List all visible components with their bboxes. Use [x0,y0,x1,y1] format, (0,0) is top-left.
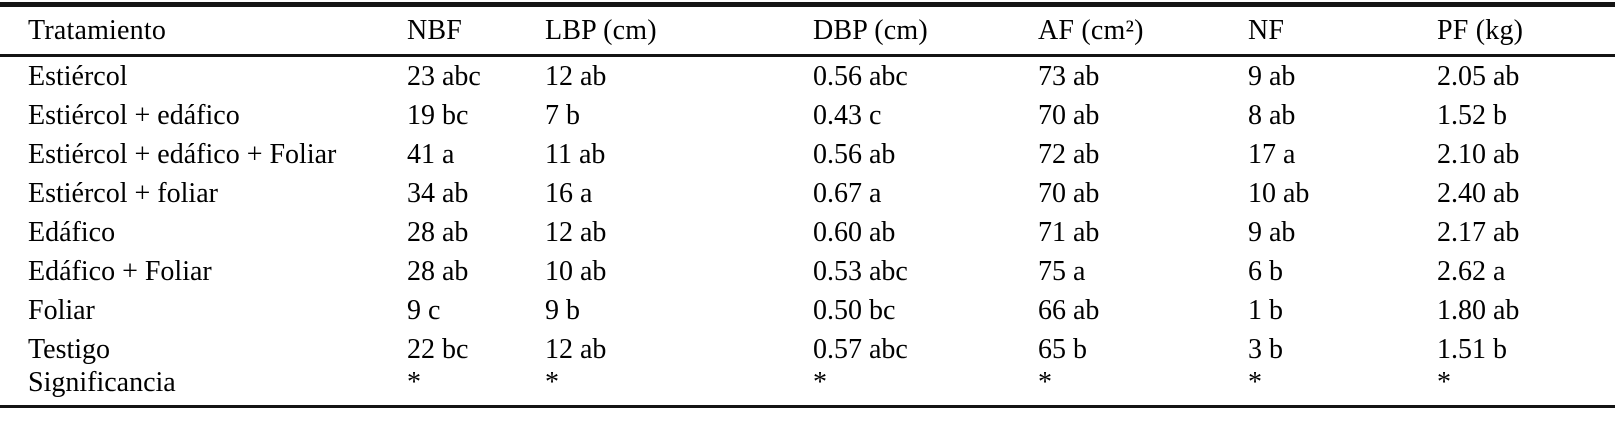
significance-asterisk: * [813,369,827,398]
treatments-results-table: Tratamiento NBF LBP (cm) DBP (cm) AF (cm… [0,2,1615,408]
table-cell: 2.17 ab [1437,216,1520,248]
column-header-lbp: LBP (cm) [545,4,813,57]
treatment-label: Significancia [28,369,176,398]
table-cell: 0.56 abc [813,60,908,92]
column-header-nf: NF [1248,4,1437,57]
significance-asterisk: * [545,369,559,398]
table-cell: 28 ab [407,216,469,248]
table-cell: 0.60 ab [813,216,896,248]
table-cell: 9 ab [1248,216,1296,248]
table-cell: 0.43 c [813,99,882,131]
table-cell: 65 b [1038,333,1087,365]
table-cell: 16 a [545,177,593,209]
treatment-label: Estiércol [28,60,128,92]
table-row-estiercol-edafico-foliar: Estiércol + edáfico + Foliar 41 a 11 ab … [0,135,1615,174]
table-cell: 70 ab [1038,177,1100,209]
column-header-dbp: DBP (cm) [813,4,1038,57]
table-cell: 9 ab [1248,60,1296,92]
treatment-label: Edáfico + Foliar [28,255,212,287]
treatment-label: Estiércol + foliar [28,177,218,209]
table-cell: 1.51 b [1437,333,1507,365]
table-cell: 3 b [1248,333,1283,365]
table-cell: 72 ab [1038,138,1100,170]
table-cell: 12 ab [545,333,607,365]
treatment-label: Estiércol + edáfico [28,99,240,131]
table-cell: 17 a [1248,138,1296,170]
treatment-label: Testigo [28,333,111,365]
table-cell: 19 bc [407,99,469,131]
significance-asterisk: * [1038,369,1052,398]
table-cell: 34 ab [407,177,469,209]
table-cell: 12 ab [545,216,607,248]
table-cell: 0.53 abc [813,255,908,287]
table-cell: 41 a [407,138,455,170]
table-cell: 0.67 a [813,177,882,209]
table-cell: 10 ab [545,255,607,287]
table-cell: 0.56 ab [813,138,896,170]
column-header-tratamiento: Tratamiento [0,4,407,57]
table-row-estiercol-edafico: Estiércol + edáfico 19 bc 7 b 0.43 c 70 … [0,96,1615,135]
column-header-nbf: NBF [407,4,545,57]
table-cell: 0.57 abc [813,333,908,365]
table-cell: 2.62 a [1437,255,1506,287]
table-cell: 12 ab [545,60,607,92]
table-cell: 11 ab [545,138,606,170]
table-row-testigo: Testigo 22 bc 12 ab 0.57 abc 65 b 3 b 1.… [0,330,1615,369]
table-cell: 2.40 ab [1437,177,1520,209]
table-cell: 2.05 ab [1437,60,1520,92]
table-cell: 0.50 bc [813,294,896,326]
table-cell: 6 b [1248,255,1283,287]
table-cell: 75 a [1038,255,1086,287]
table-cell: 70 ab [1038,99,1100,131]
table-cell: 8 ab [1248,99,1296,131]
column-header-pf: PF (kg) [1437,4,1615,57]
table-row-significancia: Significancia * * * * * * [0,369,1615,407]
table-cell: 66 ab [1038,294,1100,326]
significance-asterisk: * [407,369,421,398]
header-row: Tratamiento NBF LBP (cm) DBP (cm) AF (cm… [0,4,1615,57]
table-cell: 22 bc [407,333,469,365]
treatment-label: Foliar [28,294,95,326]
column-header-af: AF (cm²) [1038,4,1248,57]
treatment-label: Edáfico [28,216,116,248]
table-cell: 9 c [407,294,441,326]
table-cell: 1.80 ab [1437,294,1520,326]
table-cell: 1.52 b [1437,99,1507,131]
treatment-label: Estiércol + edáfico + Foliar [28,138,337,170]
table-cell: 73 ab [1038,60,1100,92]
significance-asterisk: * [1437,369,1451,398]
table-row-edafico: Edáfico 28 ab 12 ab 0.60 ab 71 ab 9 ab 2… [0,213,1615,252]
table-row-estiercol: Estiércol 23 abc 12 ab 0.56 abc 73 ab 9 … [0,56,1615,97]
table-cell: 23 abc [407,60,481,92]
table-row-foliar: Foliar 9 c 9 b 0.50 bc 66 ab 1 b 1.80 ab [0,291,1615,330]
table-header: Tratamiento NBF LBP (cm) DBP (cm) AF (cm… [0,4,1615,57]
table-cell: 1 b [1248,294,1283,326]
significance-asterisk: * [1248,369,1262,398]
table-cell: 2.10 ab [1437,138,1520,170]
table-cell: 9 b [545,294,580,326]
table-cell: 28 ab [407,255,469,287]
table-row-edafico-foliar: Edáfico + Foliar 28 ab 10 ab 0.53 abc 75… [0,252,1615,291]
table-cell: 10 ab [1248,177,1310,209]
table-row-estiercol-foliar: Estiércol + foliar 34 ab 16 a 0.67 a 70 … [0,174,1615,213]
table-cell: 7 b [545,99,580,131]
table-body: Estiércol 23 abc 12 ab 0.56 abc 73 ab 9 … [0,56,1615,407]
table-cell: 71 ab [1038,216,1100,248]
